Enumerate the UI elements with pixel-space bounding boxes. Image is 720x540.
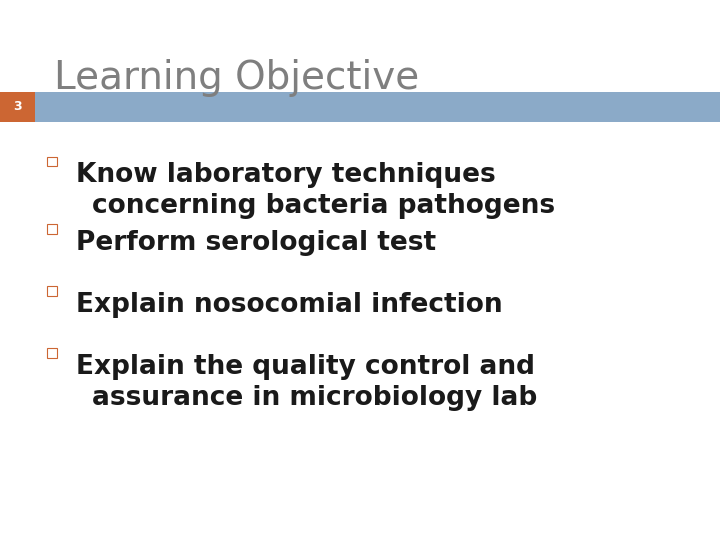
Text: Know laboratory techniques: Know laboratory techniques (76, 162, 495, 188)
Text: Explain the quality control and: Explain the quality control and (76, 354, 534, 380)
Bar (47, 224, 57, 234)
Text: Perform serological test: Perform serological test (76, 230, 436, 255)
Bar (47, 286, 57, 296)
Bar (0, 92, 720, 122)
Text: assurance in microbiology lab: assurance in microbiology lab (92, 385, 537, 411)
Text: Explain nosocomial infection: Explain nosocomial infection (76, 292, 503, 318)
Text: concerning bacteria pathogens: concerning bacteria pathogens (92, 193, 555, 219)
Text: 3: 3 (13, 100, 22, 113)
Bar (0, 92, 35, 122)
Bar (47, 348, 57, 358)
Text: Learning Objective: Learning Objective (54, 59, 419, 97)
Bar (47, 157, 57, 166)
